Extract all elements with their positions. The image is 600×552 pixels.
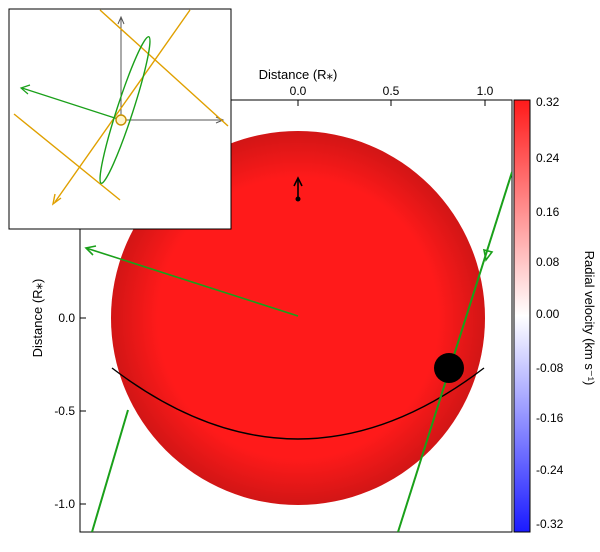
colorbar-title: Radial velocity (km s⁻¹) [582,251,597,386]
x-tick-label: 0.5 [383,84,400,98]
colorbar-tick: 0.00 [536,307,560,321]
x-tick-label: 1.0 [477,84,494,98]
x-tick-label: 0.0 [290,84,307,98]
inset-orbit-normal [21,87,122,121]
colorbar: 0.32 0.24 0.16 0.08 0.00 -0.08 -0.16 -0.… [513,95,597,533]
colorbar-tick: 0.32 [536,95,560,109]
colorbar-tick: 0.08 [536,255,560,269]
spin-arrowhead [293,176,303,187]
colorbar-tick: -0.16 [536,411,564,425]
x-axis-title: Distance (R⁎) [259,67,338,82]
transit-path [111,367,485,440]
planet [434,353,464,383]
orbit-direction-arrowhead [482,248,494,262]
colorbar-tick: -0.32 [536,517,564,531]
inset-panel [8,8,232,230]
x-axis: 0.0 0.5 1.0 Distance (R⁎) [259,67,494,106]
y-tick-label: -1.0 [54,497,75,511]
inset-star [115,114,127,126]
spin-axis-origin [295,196,301,202]
colorbar-tick: -0.08 [536,361,564,375]
y-tick-label: 0.0 [58,311,75,325]
inset-spin-line-1 [99,9,229,127]
y-axis-title: Distance (R⁎) [30,279,45,358]
orbit-line-right [397,171,512,532]
colorbar-tick: 0.16 [536,205,560,219]
inset-spin-line-3 [54,9,191,203]
inset-orbit-ellipse [99,36,151,184]
orbit-normal-arrowhead [84,245,97,256]
inset-spin-line-2 [13,113,121,201]
orbit-normal-vector [85,247,299,317]
colorbar-tick: -0.24 [536,463,564,477]
y-tick-label: -0.5 [54,404,75,418]
orbit-line-left [91,409,129,532]
colorbar-gradient [513,99,531,533]
colorbar-tick: 0.24 [536,151,560,165]
y-axis: 0.0 -0.5 -1.0 Distance (R⁎) [30,279,86,511]
